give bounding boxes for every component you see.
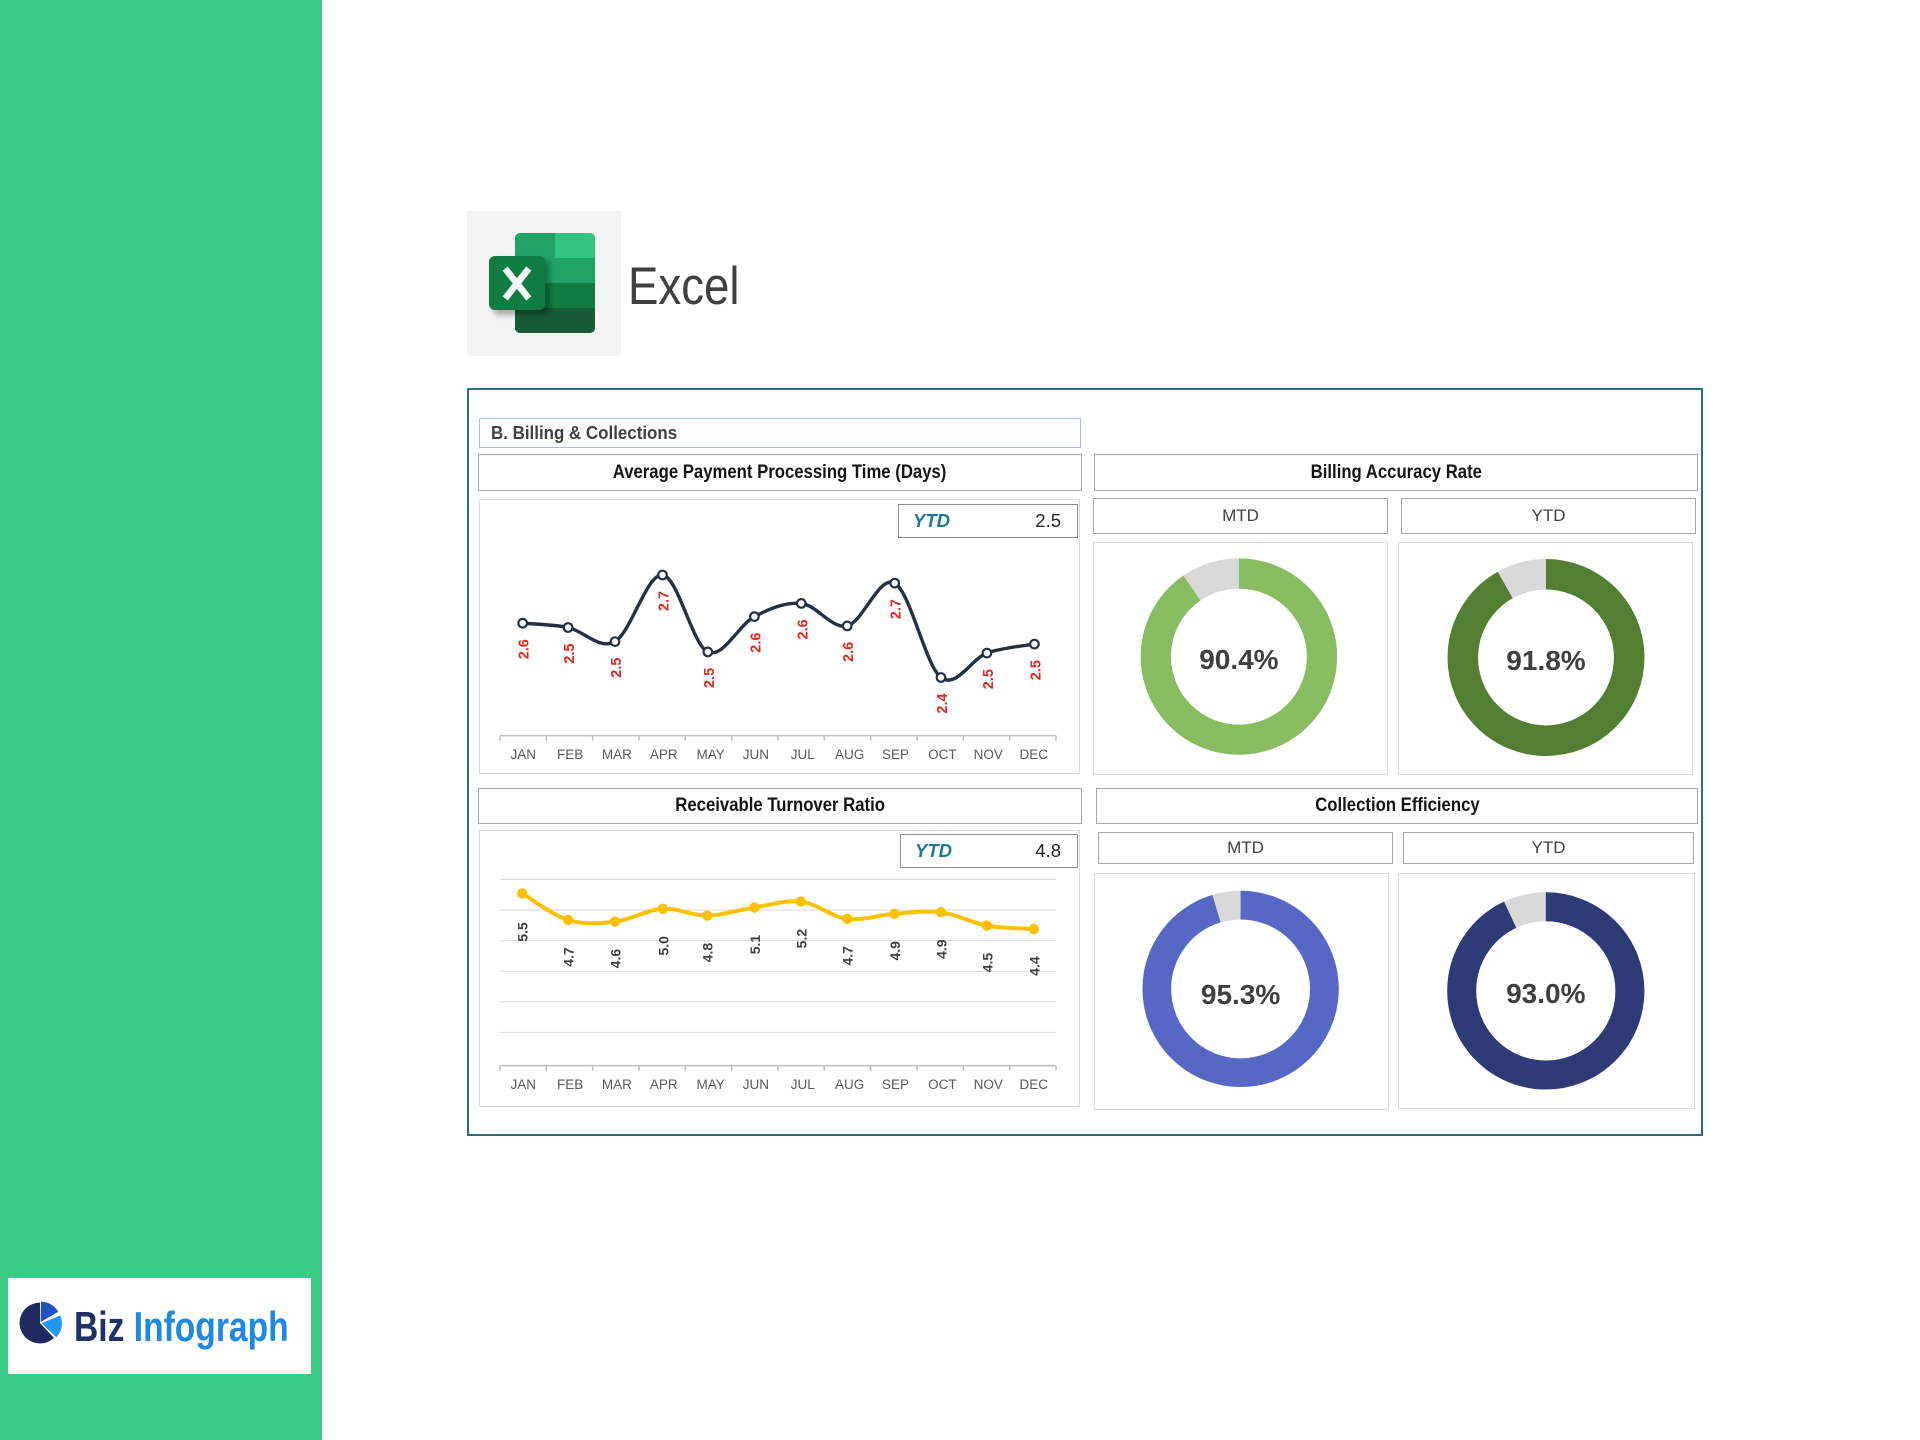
svg-text:APR: APR <box>650 747 678 762</box>
svg-text:MAR: MAR <box>602 747 632 762</box>
svg-text:AUG: AUG <box>835 1077 864 1092</box>
svg-text:JUN: JUN <box>743 747 769 762</box>
svg-text:5.0: 5.0 <box>655 936 671 956</box>
svg-text:2.5: 2.5 <box>981 669 997 689</box>
svg-text:DEC: DEC <box>1020 747 1049 762</box>
svg-text:JAN: JAN <box>510 747 536 762</box>
svg-text:5.1: 5.1 <box>747 935 763 955</box>
svg-text:MAY: MAY <box>696 747 724 762</box>
svg-text:DEC: DEC <box>1020 1077 1049 1092</box>
svg-text:4.5: 4.5 <box>979 953 995 973</box>
svg-text:4.7: 4.7 <box>840 946 856 966</box>
svg-text:JUL: JUL <box>791 1077 815 1092</box>
svg-text:OCT: OCT <box>928 747 957 762</box>
svg-text:4.9: 4.9 <box>887 941 903 961</box>
svg-text:2.5: 2.5 <box>562 643 578 663</box>
svg-text:SEP: SEP <box>882 747 909 762</box>
svg-text:FEB: FEB <box>557 1077 583 1092</box>
svg-text:5.5: 5.5 <box>515 922 531 942</box>
svg-text:JUN: JUN <box>743 1077 769 1092</box>
svg-text:2.6: 2.6 <box>795 619 811 639</box>
svg-text:2.7: 2.7 <box>657 591 673 611</box>
svg-text:NOV: NOV <box>974 1077 1003 1092</box>
svg-text:4.6: 4.6 <box>608 949 624 969</box>
svg-text:2.4: 2.4 <box>935 693 951 713</box>
svg-text:4.9: 4.9 <box>934 939 950 959</box>
svg-text:OCT: OCT <box>928 1077 957 1092</box>
svg-text:AUG: AUG <box>835 747 864 762</box>
svg-text:4.7: 4.7 <box>561 947 577 967</box>
svg-text:2.7: 2.7 <box>889 599 905 619</box>
svg-text:4.4: 4.4 <box>1026 956 1042 976</box>
svg-text:2.5: 2.5 <box>1028 660 1044 680</box>
svg-text:2.5: 2.5 <box>702 668 718 688</box>
svg-text:2.6: 2.6 <box>841 642 857 662</box>
svg-text:5.2: 5.2 <box>793 929 809 949</box>
svg-text:MAY: MAY <box>696 1077 724 1092</box>
svg-text:2.6: 2.6 <box>748 633 764 653</box>
svg-text:MAR: MAR <box>602 1077 632 1092</box>
svg-text:JUL: JUL <box>791 747 815 762</box>
svg-text:JAN: JAN <box>510 1077 536 1092</box>
svg-text:4.8: 4.8 <box>700 943 716 963</box>
svg-text:APR: APR <box>650 1077 678 1092</box>
svg-text:2.5: 2.5 <box>609 658 625 678</box>
svg-text:NOV: NOV <box>974 747 1003 762</box>
svg-text:FEB: FEB <box>557 747 583 762</box>
svg-text:SEP: SEP <box>882 1077 909 1092</box>
svg-text:2.6: 2.6 <box>517 639 533 659</box>
